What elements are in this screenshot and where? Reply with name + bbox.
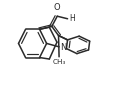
Text: N: N (60, 43, 66, 52)
Text: H: H (69, 14, 75, 23)
Text: O: O (53, 3, 60, 12)
Text: CH₃: CH₃ (52, 59, 66, 65)
